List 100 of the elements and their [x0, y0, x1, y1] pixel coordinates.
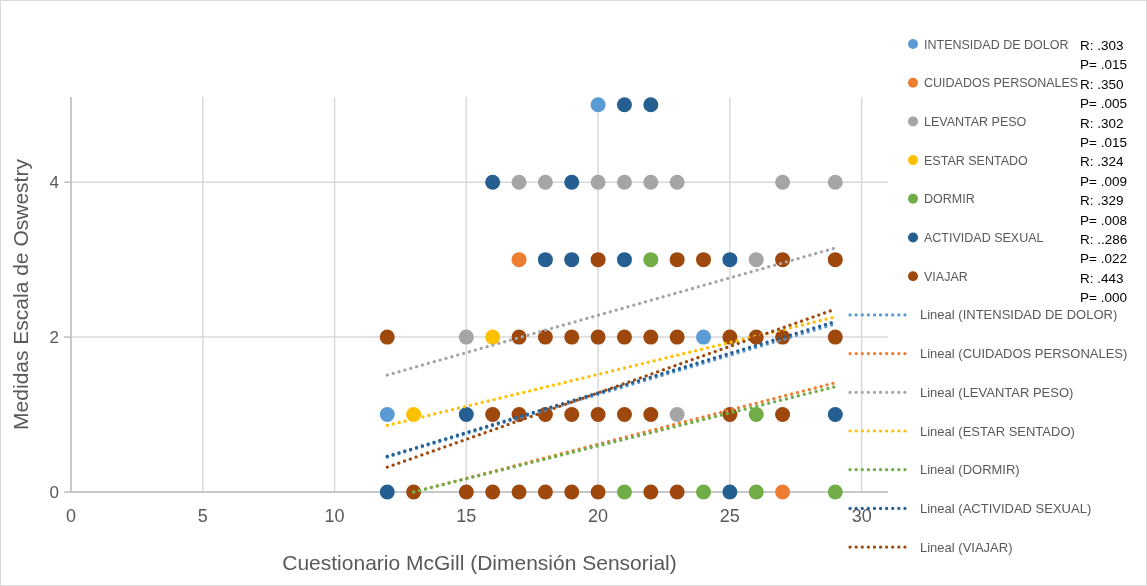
point	[590, 484, 606, 500]
legend-label: INTENSIDAD DE DOLOR	[924, 37, 1069, 52]
legend-label: Lineal (ACTIVIDAD SEXUAL)	[920, 500, 1092, 516]
point	[827, 252, 843, 268]
point	[643, 252, 659, 268]
point	[827, 484, 843, 500]
point	[511, 174, 527, 190]
point	[590, 174, 606, 190]
point	[643, 484, 659, 500]
text: P= .015	[1080, 57, 1127, 73]
point	[537, 484, 553, 500]
point	[775, 484, 791, 500]
point	[406, 407, 422, 423]
legend-label: DORMIR	[924, 192, 975, 207]
legend-label: Lineal (INTENSIDAD DE DOLOR)	[920, 307, 1118, 323]
point	[564, 407, 580, 423]
point	[564, 329, 580, 345]
point	[643, 329, 659, 345]
text: P= .005	[1080, 96, 1127, 112]
point	[458, 329, 474, 345]
point	[722, 329, 738, 345]
legend-label: CUIDADOS PERSONALES	[924, 76, 1079, 91]
text: R: ..286	[1080, 232, 1128, 247]
point	[669, 329, 685, 345]
point	[616, 329, 632, 345]
point	[537, 329, 553, 345]
point	[485, 329, 501, 345]
point	[616, 484, 632, 500]
point	[669, 252, 685, 268]
point	[590, 252, 606, 268]
point	[748, 252, 764, 268]
point	[775, 407, 791, 423]
x-axis-title: Cuestionario McGill (Dimensión Sensorial)	[282, 551, 677, 574]
x-tick-label: 0	[65, 506, 77, 526]
point	[485, 174, 501, 190]
text: R: .329	[1080, 193, 1124, 209]
legend-label: Lineal (DORMIR)	[920, 462, 1020, 478]
x-tick-label: 30	[851, 506, 872, 526]
legend-label: LEVANTAR PESO	[924, 114, 1027, 129]
point	[827, 329, 843, 345]
point	[669, 174, 685, 190]
x-tick-label: 10	[324, 506, 345, 526]
point	[669, 407, 685, 423]
text: R: .443	[1080, 270, 1124, 286]
legend-label: Lineal (LEVANTAR PESO)	[920, 384, 1074, 400]
legend-label: VIAJAR	[924, 269, 968, 284]
point	[590, 407, 606, 423]
point	[722, 484, 738, 500]
point	[669, 484, 685, 500]
point	[643, 174, 659, 190]
point	[696, 252, 712, 268]
point	[590, 97, 606, 113]
legend-label: Lineal (CUIDADOS PERSONALES)	[920, 346, 1128, 362]
text: R: .303	[1080, 38, 1124, 53]
text: P= .000	[1080, 290, 1127, 306]
legend-label: ACTIVIDAD SEXUAL	[924, 231, 1044, 245]
point	[643, 97, 659, 113]
point	[458, 407, 474, 423]
point	[775, 174, 791, 190]
point	[696, 329, 712, 345]
point	[748, 484, 764, 500]
text: R: .302	[1080, 115, 1124, 131]
point	[379, 407, 395, 423]
text: R: .350	[1080, 76, 1124, 92]
point	[748, 407, 764, 423]
point	[458, 484, 474, 500]
legend-label: Lineal (ESTAR SENTADO)	[920, 423, 1075, 439]
point	[590, 329, 606, 345]
x-tick-label: 20	[588, 506, 609, 526]
point	[722, 252, 738, 268]
y-axis-title: Medidas Escala de Oswestry	[9, 158, 32, 430]
text: R: .324	[1080, 154, 1125, 170]
point	[537, 252, 553, 268]
text: P= .008	[1080, 212, 1127, 228]
legend-label: Lineal (VIAJAR)	[920, 539, 1013, 555]
point	[564, 174, 580, 190]
y-tick-label: 0	[49, 483, 59, 502]
point	[827, 174, 843, 190]
point	[564, 484, 580, 500]
point	[537, 174, 553, 190]
point	[616, 97, 632, 113]
point	[827, 407, 843, 423]
point	[379, 329, 395, 345]
x-tick-label: 15	[456, 506, 477, 526]
point	[616, 407, 632, 423]
legend-label: ESTAR SENTADO	[924, 153, 1028, 168]
point	[616, 174, 632, 190]
point	[564, 252, 580, 268]
point	[643, 407, 659, 423]
y-tick-label: 4	[49, 173, 59, 193]
x-tick-label: 5	[197, 506, 208, 526]
text: P= .022	[1080, 251, 1127, 267]
point	[511, 252, 527, 268]
y-tick-label: 2	[49, 328, 59, 348]
point	[696, 484, 712, 500]
x-tick-label: 25	[719, 506, 740, 526]
point	[616, 252, 632, 268]
point	[485, 407, 501, 423]
point	[775, 252, 791, 268]
point	[511, 484, 527, 500]
